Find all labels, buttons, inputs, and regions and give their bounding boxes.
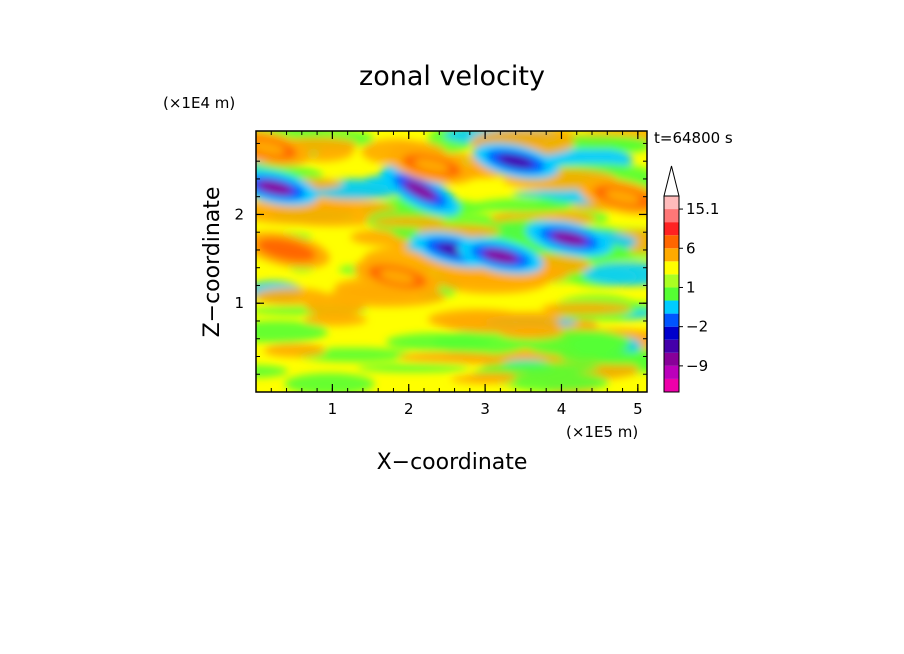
axis-ticks: 1 2 3 4 5 1 2: [234, 131, 647, 418]
field-patch: [256, 287, 330, 306]
x-tick-label: 2: [404, 400, 414, 418]
colorbar-segment: [664, 274, 679, 288]
colorbar-segment: [664, 326, 679, 340]
colorbar-segment: [664, 261, 679, 275]
field-patch: [481, 362, 600, 374]
colorbar-segment: [664, 378, 679, 392]
colorbar-segment: [664, 235, 679, 249]
y-tick-label: 2: [234, 205, 244, 223]
field-feature: [380, 165, 460, 216]
field-patch: [505, 372, 610, 392]
field-patch: [583, 262, 647, 286]
field-feature: [579, 178, 647, 215]
colorbar-segment: [664, 339, 679, 353]
colorbar-segment: [664, 365, 679, 379]
x-tick-label: 4: [557, 400, 567, 418]
colorbar-tick-label: 1: [686, 278, 696, 296]
colorbar-tick-label: 6: [686, 239, 696, 257]
field-contours: [256, 131, 647, 392]
field-feature: [525, 220, 613, 257]
colorbar-segment: [664, 313, 679, 327]
colorbar-frame: [663, 195, 680, 393]
field-feature: [256, 131, 311, 166]
colorbar-segment: [664, 196, 679, 210]
colorbar-extend-arrow: [663, 165, 680, 197]
colorbar-segment: [664, 222, 679, 236]
x-tick-label: 5: [633, 400, 643, 418]
colorbar-segment: [664, 352, 679, 366]
field-patch: [397, 352, 500, 363]
field-feature: [256, 169, 319, 206]
field-patch: [303, 313, 368, 327]
field-patch: [357, 363, 470, 373]
colorbar-segment: [664, 287, 679, 301]
y-axis-label: Z−coordinate: [200, 187, 225, 338]
field-patch: [256, 365, 288, 378]
colorbar-tick-label: −2: [686, 318, 708, 336]
field-patch: [450, 374, 517, 384]
colorbar: 15.1 6 1 −2 −9: [663, 165, 719, 393]
field-feature: [388, 147, 475, 184]
colorbar-tick-label: −9: [686, 357, 708, 375]
x-tick-label: 3: [480, 400, 490, 418]
field-patch: [474, 198, 579, 213]
field-patch: [433, 330, 530, 356]
colorbar-segment: [664, 209, 679, 223]
colorbar-segment: [664, 300, 679, 314]
plot-frame: [255, 130, 648, 393]
field-patch: [371, 216, 446, 227]
x-axis-label: X−coordinate: [377, 450, 528, 475]
field-patch: [263, 343, 327, 358]
x-unit-label: (×1E5 m): [566, 423, 638, 441]
field-feature: [354, 258, 441, 295]
colorbar-segment: [664, 248, 679, 262]
x-tick-label: 1: [328, 400, 338, 418]
time-label: t=64800 s: [654, 129, 733, 147]
field-patch: [439, 313, 561, 333]
chart-title: zonal velocity: [359, 61, 545, 92]
field-patch: [256, 320, 329, 343]
field-feature: [472, 143, 559, 180]
y-unit-label: (×1E4 m): [163, 94, 235, 112]
field-patch: [284, 373, 375, 392]
field-patch: [541, 302, 632, 315]
field-feature: [457, 238, 544, 275]
field-feature: [256, 231, 330, 269]
field-patch: [566, 333, 623, 353]
y-tick-label: 1: [234, 294, 244, 312]
colorbar-tick-label: 15.1: [686, 200, 719, 218]
velocity-field: [256, 131, 647, 392]
